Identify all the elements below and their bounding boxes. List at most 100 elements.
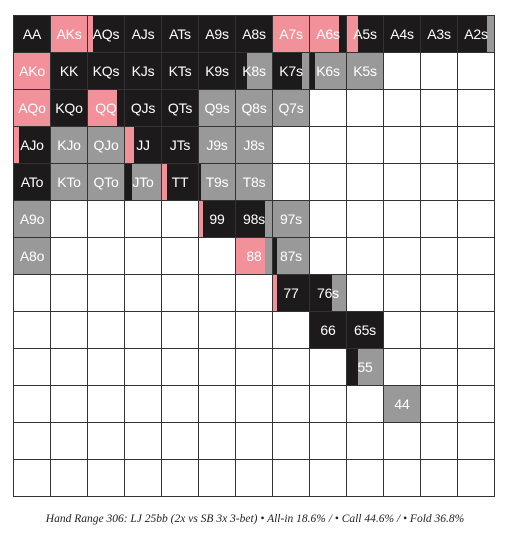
segment-fold — [14, 238, 50, 274]
hand-cell-98s: 98s — [236, 201, 273, 238]
hand-cell-empty — [458, 349, 495, 386]
hand-cell-A5s: A5s — [347, 16, 384, 53]
hand-cell-76s: 76s — [310, 275, 347, 312]
hand-cell-empty — [421, 275, 458, 312]
hand-label: K5s — [353, 63, 377, 79]
segment-fold — [51, 164, 87, 200]
segment-call — [51, 90, 87, 126]
hand-cell-KQs: KQs — [88, 53, 125, 90]
segment-call — [236, 53, 247, 89]
hand-cell-empty — [458, 127, 495, 164]
hand-cell-KTo: KTo — [51, 164, 88, 201]
hand-label: A8s — [242, 26, 266, 42]
hand-cell-empty — [125, 312, 162, 349]
hand-cell-empty — [347, 275, 384, 312]
hand-cell-empty — [14, 312, 51, 349]
hand-cell-empty — [88, 349, 125, 386]
segment-fold — [273, 90, 309, 126]
hand-cell-empty — [273, 349, 310, 386]
hand-label: AKo — [19, 63, 45, 79]
hand-cell-A8s: A8s — [236, 16, 273, 53]
hand-cell-empty — [384, 201, 421, 238]
range-caption: Hand Range 306: LJ 25bb (2x vs SB 3x 3-b… — [45, 513, 465, 525]
segment-fold — [315, 53, 346, 89]
hand-cell-empty — [236, 386, 273, 423]
hand-cell-empty — [125, 238, 162, 275]
segment-call — [125, 90, 161, 126]
hand-cell-empty — [199, 275, 236, 312]
hand-cell-empty — [458, 90, 495, 127]
hand-cell-empty — [51, 386, 88, 423]
segment-call — [134, 127, 161, 163]
segment-call — [421, 16, 457, 52]
hand-cell-empty — [421, 349, 458, 386]
segment-fold — [357, 349, 383, 385]
hand-cell-Q7s: Q7s — [273, 90, 310, 127]
hand-cell-empty — [384, 349, 421, 386]
hand-label: A3s — [427, 26, 451, 42]
segment-fold — [246, 53, 272, 89]
segment-call — [167, 164, 198, 200]
hand-label: Q8s — [241, 100, 267, 116]
hand-cell-A3s: A3s — [421, 16, 458, 53]
hand-cell-empty — [162, 386, 199, 423]
hand-label: JTs — [169, 137, 191, 153]
hand-cell-empty — [310, 127, 347, 164]
hand-cell-empty — [236, 423, 273, 460]
hand-cell-A7s: A7s — [273, 16, 310, 53]
hand-cell-JJ: JJ — [125, 127, 162, 164]
hand-cell-empty — [310, 386, 347, 423]
hand-label: AQo — [18, 100, 46, 116]
hand-cell-empty — [273, 312, 310, 349]
hand-label: 66 — [320, 322, 336, 338]
hand-cell-A9o: A9o — [14, 201, 51, 238]
hand-label: TT — [171, 174, 189, 190]
hand-cell-empty — [421, 238, 458, 275]
hand-label: K6s — [316, 63, 340, 79]
hand-cell-empty — [384, 275, 421, 312]
hand-label: A6s — [316, 26, 340, 42]
segment-fold — [132, 164, 161, 200]
segment-allin — [162, 164, 168, 200]
segment-fold — [200, 164, 235, 200]
hand-cell-empty — [458, 460, 495, 497]
hand-label: 65s — [354, 322, 376, 338]
hand-cell-empty — [199, 423, 236, 460]
hand-label: AA — [22, 26, 42, 42]
segment-call — [162, 53, 198, 89]
segment-call — [273, 238, 277, 274]
hand-cell-empty — [310, 349, 347, 386]
hand-cell-empty — [199, 312, 236, 349]
hand-cell-empty — [458, 386, 495, 423]
hand-label: A9o — [19, 211, 45, 227]
hand-cell-77: 77 — [273, 275, 310, 312]
segment-call — [125, 164, 133, 200]
hand-cell-A6s: A6s — [310, 16, 347, 53]
hand-cell-T9s: T9s — [199, 164, 236, 201]
hand-label: ATs — [169, 26, 191, 42]
hand-cell-AJs: AJs — [125, 16, 162, 53]
hand-cell-empty — [236, 275, 273, 312]
hand-cell-empty — [310, 164, 347, 201]
segment-call — [347, 312, 383, 348]
hand-cell-empty — [273, 386, 310, 423]
hand-label: A8o — [19, 248, 45, 264]
hand-cell-J9s: J9s — [199, 127, 236, 164]
segment-fold — [236, 164, 272, 200]
segment-call — [93, 16, 124, 52]
hand-cell-empty — [458, 275, 495, 312]
hand-cell-KJo: KJo — [51, 127, 88, 164]
segment-fold — [199, 90, 235, 126]
segment-fold — [88, 164, 124, 200]
segment-call — [88, 53, 124, 89]
hand-cell-QTo: QTo — [88, 164, 125, 201]
hand-cell-empty — [421, 127, 458, 164]
segment-allin — [88, 16, 94, 52]
hand-cell-QJs: QJs — [125, 90, 162, 127]
segment-call — [199, 164, 201, 200]
hand-cell-empty — [310, 423, 347, 460]
segment-fold — [264, 238, 272, 274]
segment-call — [19, 127, 50, 163]
hand-cell-empty — [162, 460, 199, 497]
hand-label: 77 — [283, 285, 299, 301]
